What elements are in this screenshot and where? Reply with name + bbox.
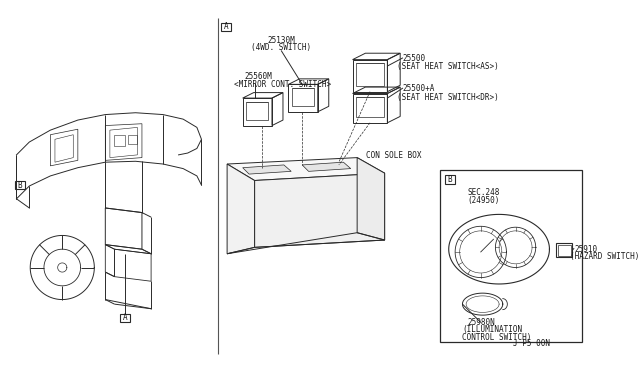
- Text: 25500: 25500: [403, 54, 426, 63]
- Polygon shape: [243, 165, 291, 174]
- Polygon shape: [227, 158, 385, 180]
- Text: 25500+A: 25500+A: [403, 84, 435, 93]
- Bar: [292, 88, 314, 106]
- Text: (SEAT HEAT SWITCH<AS>): (SEAT HEAT SWITCH<AS>): [397, 62, 499, 71]
- Text: J P5 00N: J P5 00N: [513, 339, 550, 348]
- Text: 25560M: 25560M: [244, 73, 272, 81]
- Bar: [445, 176, 454, 184]
- Text: 25910: 25910: [574, 245, 597, 254]
- Bar: [356, 63, 384, 86]
- Text: B: B: [18, 180, 22, 190]
- Bar: [556, 243, 572, 257]
- Bar: [128, 135, 138, 144]
- Bar: [120, 314, 131, 322]
- Text: B: B: [447, 175, 452, 184]
- Text: CON SOLE BOX: CON SOLE BOX: [366, 151, 422, 160]
- Text: (HAZARD SWITCH): (HAZARD SWITCH): [570, 252, 639, 261]
- Text: 25980N: 25980N: [467, 318, 495, 327]
- Polygon shape: [227, 164, 255, 254]
- Bar: [246, 102, 268, 120]
- Polygon shape: [357, 158, 385, 240]
- Text: <MIRROR CONT. SWITCH>: <MIRROR CONT. SWITCH>: [234, 80, 331, 89]
- Text: (ILLUMINATION: (ILLUMINATION: [463, 325, 523, 334]
- Text: A: A: [123, 313, 128, 323]
- Text: A: A: [224, 22, 228, 31]
- Bar: [557, 245, 570, 256]
- Text: (SEAT HEAT SWITCH<DR>): (SEAT HEAT SWITCH<DR>): [397, 93, 499, 102]
- Text: 25130M: 25130M: [268, 36, 295, 45]
- Text: (4WD. SWITCH): (4WD. SWITCH): [251, 43, 311, 52]
- Bar: [356, 97, 384, 117]
- Bar: [115, 135, 125, 146]
- Polygon shape: [302, 162, 351, 171]
- Text: (24950): (24950): [467, 196, 499, 205]
- Polygon shape: [255, 173, 385, 247]
- Bar: [15, 181, 25, 189]
- Text: CONTROL SWITCH): CONTROL SWITCH): [463, 333, 532, 341]
- Bar: [221, 23, 231, 31]
- Text: SEC.248: SEC.248: [467, 188, 499, 197]
- Bar: [440, 170, 582, 341]
